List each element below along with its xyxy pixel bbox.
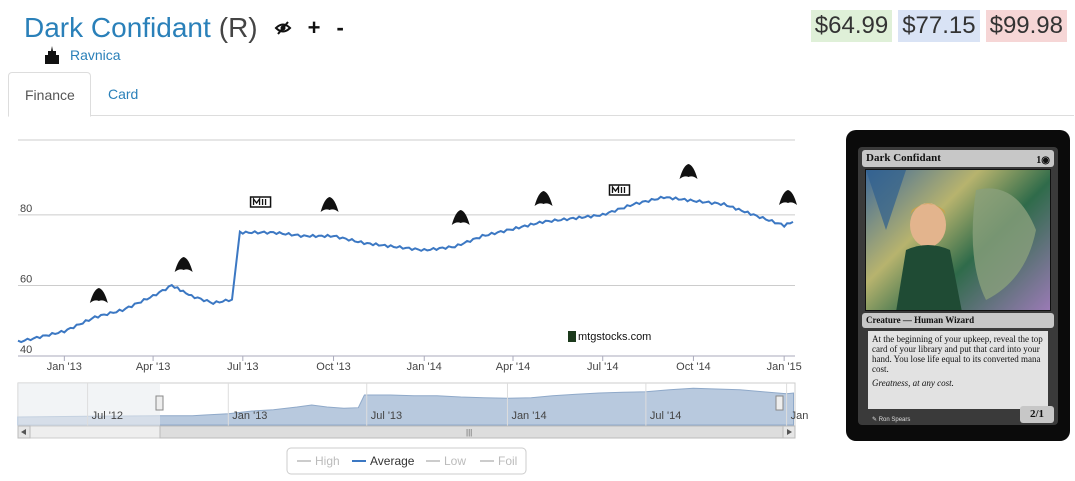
scroll-left-icon [21,429,26,435]
x-tick-label: Jan '15 [767,361,802,373]
card-image: Dark Confidant 1◉ Creature — Human Wizar… [846,130,1070,441]
x-tick-label: Jul '13 [227,361,258,373]
ravnica-set-icon [45,46,59,64]
navigator-mask [18,383,160,426]
legend-item-foil[interactable]: Foil [480,454,517,468]
navigator-tick-label: Jul '14 [650,410,681,422]
card-artwork [865,169,1051,311]
navigator-tick-label: Jul '12 [92,410,123,422]
card-rules-text: At the beginning of your upkeep, reveal … [872,334,1043,374]
navigator-tick-label: Jan '14 [511,410,546,422]
price-low: $64.99 [810,10,893,42]
title-row: Dark Confidant (R) + - [24,10,344,46]
card-artist: ✎ Ron Spears [872,417,911,423]
y-tick-label: 60 [20,273,32,285]
m15-icon [608,184,631,196]
fate-reforged-icon [779,190,797,205]
average-price-line [17,195,794,344]
card-mana-cost: 1◉ [1036,155,1050,166]
set-row: Ravnica [44,46,121,64]
add-icon[interactable]: + [307,15,321,40]
card-type-line: Creature — Human Wizard [862,313,1054,328]
card-title-bar: Dark Confidant 1◉ [862,150,1054,167]
rarity-label: (R) [218,12,258,43]
card-flavor-text: Greatness, at any cost. [872,378,954,388]
price-boxes: $64.99 $77.15 $99.98 [805,10,1067,42]
khans-icon [679,164,698,179]
tab-finance[interactable]: Finance [8,72,91,117]
navigator-tick-label: Jan '13 [232,410,267,422]
legend-item-high[interactable]: High [297,454,340,468]
svg-text:Low: Low [444,454,466,468]
navigator-tick-label: Jan '15 [791,410,810,422]
x-tick-label: Oct '13 [316,361,351,373]
chart-navigator[interactable]: Jul '12 Jan '13 Jul '13 Jan '14 Jul '14 Jan '… [17,382,810,427]
x-tick-label: Jan '13 [47,361,82,373]
hide-icon[interactable] [274,19,292,37]
x-tick-label: Apr '14 [496,361,531,373]
svg-text:High: High [315,454,340,468]
card-face: Dark Confidant 1◉ Creature — Human Wizar… [858,147,1058,425]
legend-item-average[interactable]: Average [352,454,415,468]
y-tick-label: 40 [20,344,32,356]
set-release-markers [89,164,797,303]
journey-into-nyx-icon [534,191,553,206]
navigator-handle-right[interactable] [775,395,784,411]
watermark-text: mtgstocks.com [578,331,651,343]
x-axis-ticks: Jan '13 Apr '13 Jul '13 Oct '13 Jan '14 Apr '… [47,356,802,373]
theros-icon [320,197,339,212]
x-tick-label: Jul '14 [587,361,618,373]
card-text-box: At the beginning of your upkeep, reveal … [868,331,1048,409]
tab-bar: Finance Card [8,72,1074,117]
svg-text:Average: Average [370,454,415,468]
set-link[interactable]: Ravnica [70,47,121,63]
price-high: $99.98 [985,10,1067,42]
price-average: $77.15 [898,10,980,42]
scrollbar-grip-icon: ||| [466,428,472,437]
card-name: Dark Confidant [24,12,211,43]
navigator-tick-label: Jul '13 [371,410,402,422]
x-tick-label: Oct '14 [676,361,711,373]
y-axis-ticks: 40 60 80 [20,203,32,356]
card-power-toughness: 2/1 [1020,406,1054,423]
dragons-maze-icon [174,257,193,272]
navigator-handle-left[interactable] [155,395,164,411]
chart-scrollbar[interactable]: ||| [17,425,796,439]
legend-item-low[interactable]: Low [426,454,466,468]
chart-legend: High Average Low Foil [286,447,527,475]
tab-card[interactable]: Card [108,86,139,102]
m14-icon [249,196,272,208]
born-of-the-gods-icon [451,210,470,225]
card-image-name: Dark Confidant [866,152,941,164]
scroll-right-icon [787,429,792,435]
svg-text:Foil: Foil [498,454,517,468]
navigator-ticks: Jul '12 Jan '13 Jul '13 Jan '14 Jul '14 Jan '… [87,383,810,426]
x-tick-label: Jan '14 [407,361,442,373]
watermark: mtgstocks.com [568,331,651,343]
y-tick-label: 80 [20,203,32,215]
chart-grid [18,139,795,357]
x-tick-label: Apr '13 [136,361,171,373]
gatecrash-icon [89,288,108,303]
remove-icon[interactable]: - [336,15,344,40]
